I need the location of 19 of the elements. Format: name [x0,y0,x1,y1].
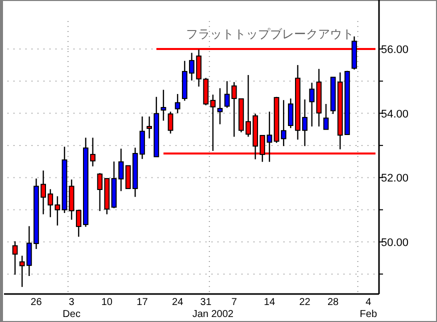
annotation: フラットトップブレークアウト [186,27,354,41]
xtick-label: 24 [172,297,184,308]
ytick-label: 52.00 [381,172,409,185]
ytick-label: 56.00 [381,44,409,56]
xtick-label: 3 [68,297,74,308]
xtick-label: 10 [101,297,112,308]
xtick-label: 22 [299,297,310,308]
ytick-label: 50.00 [381,236,409,249]
xtick-label: 4 [366,297,372,308]
ytick-label: 54.00 [381,108,409,120]
xtick-label: 28 [328,297,339,308]
xtick-label: 14 [264,297,276,308]
xtick-label: 26 [30,297,42,308]
xtick-label: 17 [136,297,148,308]
xtick-label: 31 [200,297,212,308]
month-label: Dec [62,309,80,320]
month-label: Feb [360,309,378,320]
xtick-label: 7 [231,297,237,308]
month-label: Jan 2002 [192,309,234,320]
